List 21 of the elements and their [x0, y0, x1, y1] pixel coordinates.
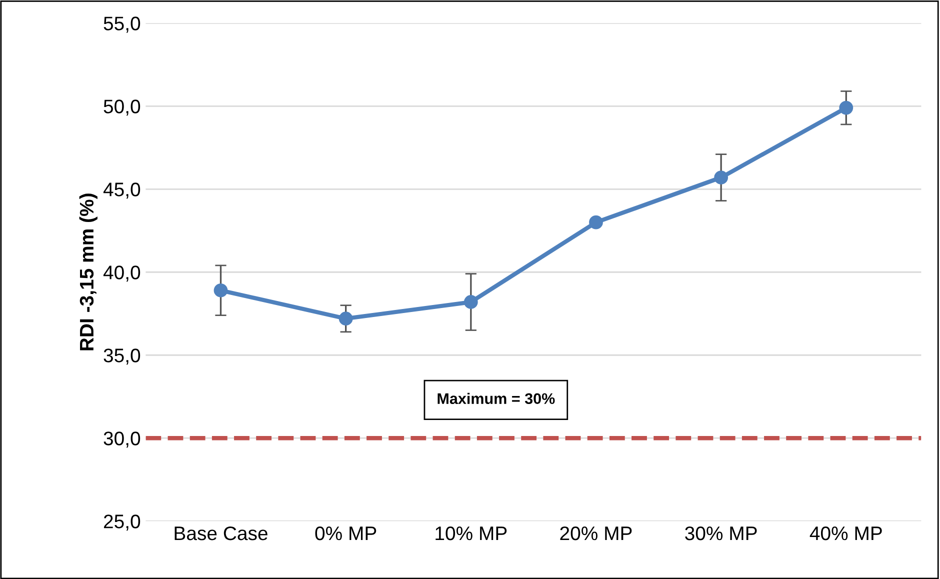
point — [214, 283, 228, 298]
y-tick-label: 45,0 — [103, 182, 140, 199]
x-tick-label: 20% MP — [560, 526, 632, 540]
x-tick-label: 10% MP — [436, 526, 507, 540]
y-tick-label: 55,0 — [104, 16, 140, 33]
x-tick-label: 30% MP — [685, 526, 757, 540]
x-tick-label: 0% MP — [315, 526, 376, 540]
y-tick-label: 40,0 — [103, 266, 140, 282]
y-tick-label: 50,0 — [104, 100, 140, 116]
point — [589, 215, 603, 230]
x-tick-label: Base Case — [174, 526, 268, 540]
point — [714, 170, 728, 184]
point — [338, 312, 353, 326]
point — [464, 295, 478, 309]
y-tick-label: 30,0 — [104, 432, 140, 448]
ref-line-label: Maximum = 30% — [438, 392, 555, 404]
y-tick-label: 25,0 — [104, 514, 140, 531]
x-tick-label: 40% MP — [810, 526, 882, 540]
point — [839, 100, 854, 115]
y-tick-label: 35,0 — [104, 348, 140, 365]
y-axis-title: RDI -3,15 mm (%) — [79, 194, 98, 350]
